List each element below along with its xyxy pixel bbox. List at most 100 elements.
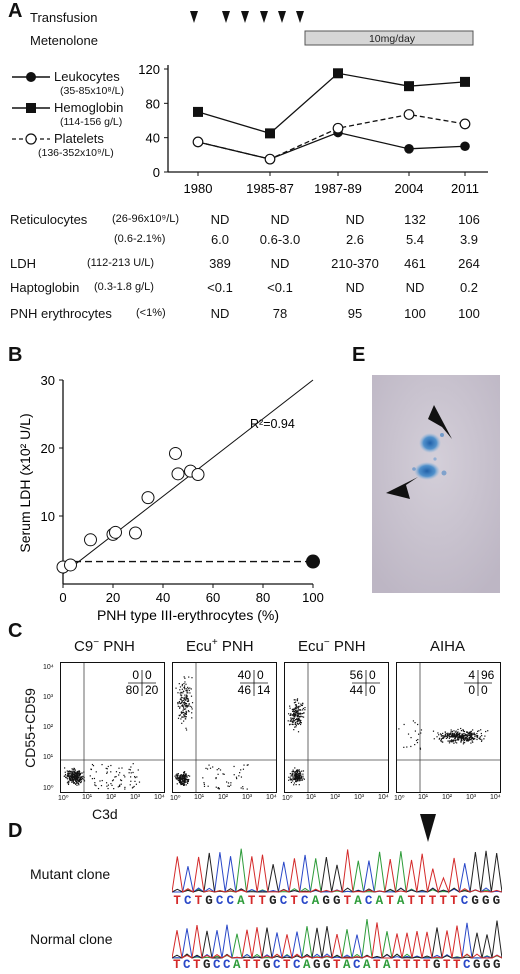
title-main: C9 (74, 638, 94, 655)
base-letter: C (301, 894, 310, 908)
base-letter: C (364, 894, 373, 908)
quadrant-top-right: 0 (369, 668, 376, 682)
filled-data-point (306, 554, 320, 569)
base-letter: G (205, 894, 214, 908)
base-letter: G (472, 958, 481, 972)
base-letter: C (292, 958, 301, 972)
x-tick-labels: 10⁰ 10¹ 10² 10³ 10⁴ (58, 794, 170, 804)
table-cell: 95 (347, 306, 363, 321)
y-tick-label: 120 (138, 62, 160, 77)
leukocyte-point (404, 144, 414, 154)
x-tick-label: 10⁰ (58, 795, 69, 802)
table-cell: 6.0 (210, 232, 230, 247)
base-letter: A (375, 894, 384, 908)
x-tick-label: 10¹ (306, 794, 317, 801)
leukocyte-point (460, 141, 470, 152)
row-label: LDH (10, 256, 37, 271)
base-letter: A (354, 894, 363, 908)
open-data-point (171, 467, 185, 481)
x-tick-label: 10² (442, 794, 453, 801)
row-range: (112-213 U/L) (87, 257, 155, 269)
x-tick-label: 1987-89 (314, 181, 362, 196)
flow-plot-title: Ecu+ PNH (186, 637, 254, 655)
event-dots (63, 763, 141, 790)
base-letter: G (269, 894, 278, 908)
stained-cell-2 (414, 462, 440, 480)
flow-plot: 40 0 46 14 (172, 662, 277, 793)
flow-plot-title: C9− PNH (74, 637, 135, 655)
trace-T (172, 922, 502, 959)
base-letter: A (382, 958, 391, 972)
quadrant-top-left: 40 (238, 668, 252, 682)
x-tick-label: 10¹ (82, 794, 93, 801)
mutation-arrowhead (420, 814, 436, 842)
x-tick-labels: 10⁰ 10¹ 10² 10³ 10⁴ (170, 794, 282, 804)
quadrant-bottom-right: 0 (481, 683, 488, 697)
base-letter: C (279, 894, 288, 908)
flow-plot-title: AIHA (430, 637, 465, 655)
row-range: (0.6-2.1%) (114, 233, 166, 245)
y-tick-label: 10 (41, 509, 55, 524)
base-letter: G (322, 958, 331, 972)
base-letter: G (492, 894, 501, 908)
transfusion-arrow-2 (222, 11, 230, 23)
row-label: Haptoglobin (10, 280, 80, 295)
transfusion-markers: 10mg/day (190, 11, 474, 46)
table-cell: 106 (458, 212, 480, 227)
stained-cells-micrograph (372, 375, 500, 593)
panel-d-letter: D (8, 820, 23, 842)
base-letter: T (450, 894, 459, 908)
base-letter: T (173, 894, 182, 908)
x-tick-label: 0 (59, 590, 66, 605)
table-cell: ND (210, 212, 230, 227)
base-letter: T (172, 958, 181, 972)
table-cell: <0.1 (267, 280, 293, 295)
title-rest: PNH (217, 638, 254, 655)
table-cell: 100 (404, 306, 426, 321)
base-letter: G (262, 958, 271, 972)
base-letter: T (332, 958, 341, 972)
platelet-point (403, 109, 415, 120)
base-letter: T (402, 958, 411, 972)
flow-plot: 56 0 44 0 (284, 662, 389, 793)
title-rest: PNH (329, 638, 366, 655)
open-data-point (64, 558, 77, 572)
x-tick-label: 10⁴ (266, 794, 277, 801)
table-cell: 2.6 (345, 232, 365, 247)
base-letter: C (226, 894, 235, 908)
x-tick-labels: 10⁰ 10¹ 10² 10³ 10⁴ (394, 794, 506, 804)
title-superscript: + (211, 637, 218, 648)
quadrant-bottom-right: 0 (369, 683, 376, 697)
base-letter: G (482, 894, 491, 908)
row-range: (0.3-1.8 g/L) (94, 281, 154, 293)
x-tick-label: 10⁰ (170, 795, 181, 802)
title-superscript: − (93, 637, 100, 648)
base-letter: T (422, 958, 431, 972)
y-tick-label: 0 (153, 165, 160, 180)
base-letter: A (362, 958, 371, 972)
base-letter: T (452, 958, 461, 972)
base-letter: C (182, 958, 191, 972)
x-tick-label: 10² (106, 794, 117, 801)
table-cell: <0.1 (207, 280, 233, 295)
y-tick-label: 30 (41, 373, 55, 388)
leukocyte-series-line (197, 131, 466, 160)
y-tick-label: 10¹ (43, 754, 54, 761)
transfusion-arrow-5 (278, 11, 286, 23)
open-data-point (84, 533, 97, 547)
base-letter: T (428, 894, 437, 908)
quadrant-top-left: 4 (468, 668, 475, 682)
trace-C (172, 852, 502, 893)
x-tick-label: 10⁴ (490, 794, 501, 801)
transfusion-arrow-4 (260, 11, 268, 23)
legend-leukocytes-range: (35-85x10⁸/L) (60, 85, 124, 97)
base-letter: C (212, 958, 221, 972)
r-squared-annotation: R²=0.94 (250, 417, 295, 431)
table-cell: ND (270, 256, 290, 271)
transfusion-label: Transfusion (30, 10, 98, 25)
table-cell: 132 (404, 212, 426, 227)
x-tick-label: 60 (206, 590, 220, 605)
open-data-point (141, 491, 155, 505)
x-axis-label: PNH type III-erythrocytes (%) (97, 607, 279, 623)
